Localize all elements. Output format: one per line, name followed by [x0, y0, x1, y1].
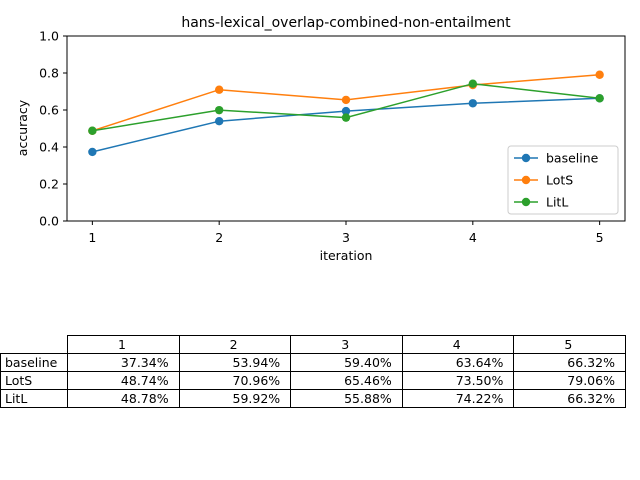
table-corner: [1, 336, 68, 354]
line-chart: hans-lexical_overlap-combined-non-entail…: [15, 15, 626, 263]
results-table: 1 2 3 4 5 baseline 37.34% 53.94% 59.40% 63.64% 66.…: [0, 335, 626, 408]
table-cell: 48.74%: [67, 371, 180, 390]
x-tick-label: 2: [215, 230, 223, 245]
legend: baseline LotS LitL: [507, 145, 619, 215]
data-point-litl: [214, 105, 224, 115]
plot-area: 0.0 0.2 0.4 0.6 0.8 1.0 1 2 3 4 5: [39, 29, 626, 245]
y-tick-label: 0.2: [39, 177, 59, 192]
table-column-header: 4: [401, 335, 515, 354]
x-axis-label: iteration: [320, 248, 373, 263]
table-column-header: 2: [178, 335, 292, 354]
data-point-litl: [341, 113, 351, 122]
legend-label-baseline: baseline: [546, 151, 599, 166]
table-cell: 59.92%: [178, 389, 292, 408]
x-tick-label: 1: [88, 230, 96, 245]
y-axis-label: accuracy: [15, 99, 30, 156]
data-point-lots: [214, 85, 224, 94]
y-tick-label: 0.8: [39, 66, 59, 81]
table-cell: 70.96%: [178, 371, 292, 390]
y-tick-label: 0.6: [39, 103, 59, 118]
legend-marker-lots: [521, 175, 531, 185]
x-tick-label: 3: [342, 230, 350, 245]
table-cell: 65.46%: [290, 371, 403, 390]
x-tick-label: 4: [469, 230, 477, 245]
data-point-baseline: [468, 99, 478, 108]
legend-marker-baseline: [521, 153, 531, 163]
chart-title: hans-lexical_overlap-combined-non-entail…: [181, 15, 511, 31]
table-cell: 53.94%: [178, 353, 292, 372]
legend-marker-litl: [521, 197, 531, 207]
y-tick-label: 1.0: [39, 29, 59, 44]
table-cell: 37.34%: [67, 353, 180, 372]
table-cell: 79.06%: [513, 371, 626, 390]
table-cell: 74.22%: [401, 389, 515, 408]
y-tick-label: 0.0: [39, 214, 59, 229]
data-point-litl: [88, 126, 97, 135]
table-cell: 59.40%: [290, 353, 403, 372]
data-point-lots: [341, 95, 351, 105]
table-row-label: baseline: [0, 353, 68, 372]
data-point-lots: [595, 70, 604, 79]
table-column-header: 5: [513, 335, 626, 354]
table-cell: 55.88%: [290, 389, 403, 408]
table-row-label: LotS: [0, 371, 68, 390]
data-point-litl: [595, 94, 604, 103]
table-cell: 73.50%: [401, 371, 515, 390]
data-point-baseline: [341, 106, 351, 116]
legend-label-litl: LitL: [546, 195, 568, 210]
table-cell: 66.32%: [513, 353, 626, 372]
data-point-baseline: [214, 117, 224, 126]
table-cell: 63.64%: [401, 353, 515, 372]
legend-box: [507, 145, 619, 215]
table-row: LotS 48.74% 70.96% 65.46% 73.50% 79.06%: [0, 371, 626, 390]
table-row: LitL 48.78% 59.92% 55.88% 74.22% 66.32%: [0, 389, 626, 408]
x-tick-label: 5: [596, 230, 604, 245]
y-tick-label: 0.4: [39, 140, 59, 155]
table-cell: 66.32%: [513, 389, 626, 408]
table-cell: 48.78%: [67, 389, 180, 408]
table-column-header: 1: [67, 335, 180, 354]
table-column-header: 3: [290, 335, 403, 354]
data-point-baseline: [88, 147, 97, 157]
table-row-label: LitL: [0, 389, 68, 408]
legend-label-lots: LotS: [546, 173, 573, 188]
results-table-container: 1 2 3 4 5 baseline 37.34% 53.94% 59.40% 63.64% 66.…: [0, 335, 626, 408]
data-point-litl: [468, 79, 478, 88]
table-row: baseline 37.34% 53.94% 59.40% 63.64% 66.32%: [0, 353, 626, 372]
